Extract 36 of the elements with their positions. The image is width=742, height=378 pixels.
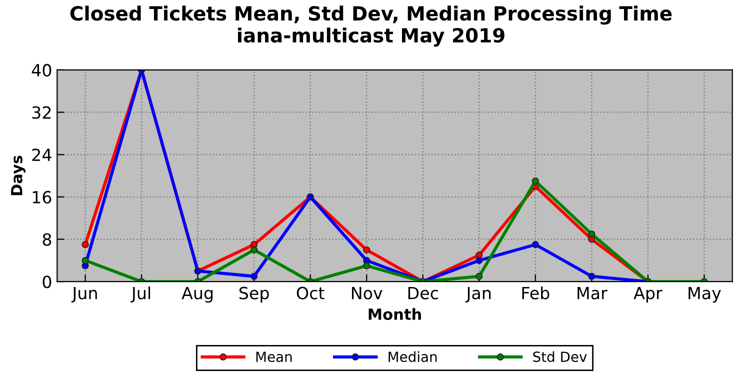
x-tick-label: Feb xyxy=(522,286,550,300)
x-tick-label: Aug xyxy=(182,286,213,303)
point xyxy=(588,272,596,280)
point xyxy=(250,246,258,254)
y-tick-label: 32 xyxy=(32,106,51,119)
point xyxy=(363,262,370,270)
point xyxy=(588,230,596,238)
x-tick-label: Sep xyxy=(239,286,269,303)
point xyxy=(250,272,258,280)
legend-label: Std Dev xyxy=(533,351,587,362)
point xyxy=(476,272,483,280)
point xyxy=(532,178,539,185)
x-tick-label: Apr xyxy=(634,286,662,303)
x-tick-label: Jun xyxy=(71,286,97,302)
y-axis-title: Days xyxy=(11,156,26,196)
x-tick-label: Nov xyxy=(352,286,382,300)
y-tick-label: 24 xyxy=(32,148,52,161)
x-tick-label: Mar xyxy=(578,286,608,300)
y-tick-label: 40 xyxy=(32,64,52,76)
legend-label: Median xyxy=(388,351,437,362)
y-tick-label: 16 xyxy=(32,190,52,204)
x-tick-label: Jan xyxy=(465,286,491,302)
y-tick-label: 0 xyxy=(42,276,52,288)
legend-label: Mean xyxy=(256,352,292,362)
x-axis-title: Month xyxy=(368,308,421,320)
y-tick-label: 8 xyxy=(42,233,52,246)
point xyxy=(476,256,483,264)
x-tick-label: May xyxy=(688,286,721,303)
point xyxy=(82,256,89,264)
x-tick-label: Dec xyxy=(408,286,438,300)
point xyxy=(532,241,539,248)
x-tick-label: Jul xyxy=(130,286,150,302)
point xyxy=(82,241,89,248)
x-tick-label: Oct xyxy=(296,286,324,300)
point xyxy=(363,246,370,254)
chart-title: Closed Tickets Mean, Std Dev, Median Processing Time iana-multicast May 2019 xyxy=(70,6,672,47)
